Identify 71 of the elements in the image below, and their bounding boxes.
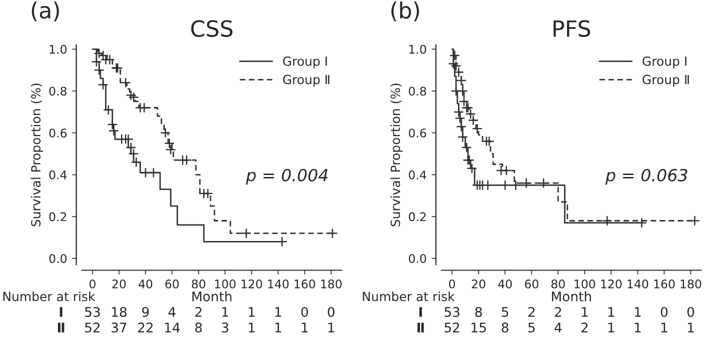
x-tick-label: 140 [268, 279, 289, 288]
point [165, 144, 176, 155]
x-tick-label: 20 [472, 279, 486, 288]
x-tick-label: 100 [215, 279, 236, 288]
legend-label: Group Ⅰ [642, 56, 686, 68]
point [128, 92, 139, 103]
point [484, 136, 494, 147]
point [241, 228, 252, 239]
point [94, 48, 104, 59]
point [164, 138, 175, 149]
point [465, 108, 476, 120]
point [468, 115, 479, 126]
x-tick-label: 60 [524, 279, 538, 288]
text: (b) [391, 2, 419, 22]
y-tick-label: 0.2 [408, 212, 426, 222]
x-tick-label: 0 [90, 279, 96, 288]
annotation: p = 0.004 [246, 168, 328, 185]
point [202, 188, 214, 199]
y-tick-label: 0.0 [49, 254, 67, 264]
point [472, 123, 483, 134]
point [501, 165, 512, 176]
legend-label: Group Ⅱ [283, 74, 330, 87]
legend-label: Group Ⅰ [283, 56, 327, 68]
y-tick-label: 0.6 [49, 128, 67, 138]
x-tick-label: 0 [449, 279, 456, 288]
x-tick-label: 120 [601, 279, 622, 288]
y-tick-label: 1.0 [50, 44, 67, 54]
point [160, 128, 171, 138]
x-tick-label: 80 [551, 279, 565, 288]
y-tick-label: 0.6 [408, 128, 426, 138]
point [461, 142, 472, 153]
legend-label: Group Ⅱ [642, 74, 689, 87]
y-tick-label: 0.0 [408, 254, 426, 264]
y-axis-title: Survival Proportion (%) [390, 84, 403, 226]
x-tick-label: 180 [321, 279, 342, 288]
text: Ⅱ 52 37 22 14 8 3 1 1 1 1 [58, 322, 334, 333]
y-tick-label: 0.8 [49, 86, 66, 96]
x-axis-title: Month [552, 291, 591, 302]
x-axis-title: Month [192, 291, 232, 302]
text: Number at risk [362, 292, 455, 302]
point [103, 104, 114, 116]
y-tick-label: 0.8 [408, 86, 426, 96]
x-tick-label: 140 [628, 279, 648, 288]
chart-title: CSS [191, 20, 232, 37]
y-tick-label: 0.2 [49, 212, 66, 222]
x-tick-label: 160 [654, 279, 675, 288]
x-tick-label: 40 [498, 279, 512, 288]
x-tick-label: 180 [680, 279, 702, 288]
text: Ⅰ 53 8 5 2 2 1 1 1 0 0 [419, 306, 694, 317]
point [466, 163, 478, 174]
y-axis-title: Survival Proportion (%) [30, 84, 43, 226]
x-tick-label: 120 [242, 279, 262, 288]
annotation: p = 0.063 [605, 168, 688, 185]
x-tick-label: 60 [165, 279, 179, 288]
point [458, 96, 470, 107]
y-tick-label: 1.0 [409, 44, 426, 54]
x-tick-label: 100 [574, 279, 596, 288]
y-tick-label: 0.4 [49, 170, 67, 180]
point [104, 54, 116, 65]
text: (a) [32, 2, 59, 22]
chart-title: PFS [554, 20, 590, 37]
text: Ⅰ 53 18 9 4 2 1 1 1 0 0 [60, 306, 334, 317]
y-tick-label: 0.4 [408, 170, 426, 180]
point [450, 60, 462, 72]
x-tick-label: 20 [112, 279, 126, 288]
x-tick-label: 80 [192, 279, 206, 288]
text: Number at risk [3, 292, 96, 302]
x-tick-label: 160 [294, 279, 316, 288]
x-tick-label: 40 [138, 279, 152, 288]
point [120, 77, 131, 88]
text: Ⅱ 52 15 8 5 4 2 1 1 1 1 [418, 322, 694, 333]
